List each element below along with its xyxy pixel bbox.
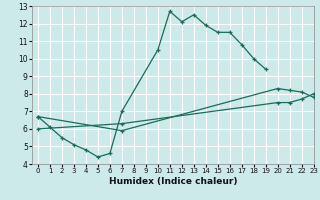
X-axis label: Humidex (Indice chaleur): Humidex (Indice chaleur) [108,177,237,186]
